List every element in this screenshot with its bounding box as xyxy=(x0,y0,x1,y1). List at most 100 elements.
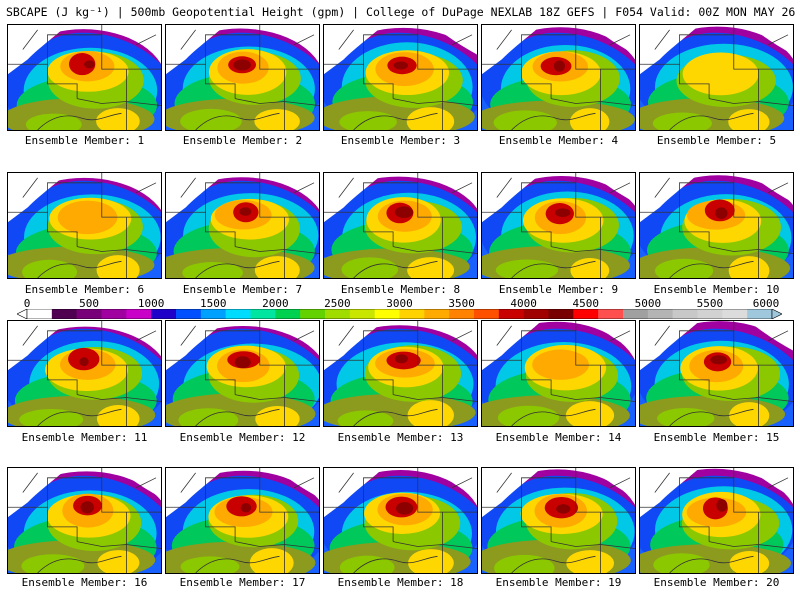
ensemble-member-map xyxy=(323,320,478,427)
ensemble-member-map xyxy=(7,467,162,574)
ensemble-member-caption: Ensemble Member: 18 xyxy=(337,576,464,589)
colorbar-segment xyxy=(647,309,673,319)
sbcape-field-map xyxy=(8,173,161,278)
sbcape-field-map xyxy=(166,321,319,426)
ensemble-member-caption: Ensemble Member: 11 xyxy=(21,431,148,444)
colorbar-tick-label: 2500 xyxy=(324,297,351,310)
sbcape-field-map xyxy=(8,25,161,130)
colorbar-segment xyxy=(424,309,450,319)
colorbar-segment xyxy=(176,309,202,319)
ensemble-member-caption: Ensemble Member: 6 xyxy=(24,283,145,296)
ensemble-member-caption: Ensemble Member: 1 xyxy=(24,134,145,147)
ensemble-member-map xyxy=(639,467,794,574)
colorbar-segment xyxy=(101,309,127,319)
sbcape-field-map xyxy=(640,25,793,130)
ensemble-member-caption: Ensemble Member: 2 xyxy=(182,134,303,147)
ensemble-member-caption: Ensemble Member: 7 xyxy=(182,283,303,296)
colorbar-segment xyxy=(250,309,276,319)
ensemble-member-map xyxy=(7,320,162,427)
ensemble-member-caption: Ensemble Member: 8 xyxy=(340,283,461,296)
sbcape-field-map xyxy=(482,25,635,130)
ensemble-member-map xyxy=(323,24,478,131)
colorbar-right-arrow xyxy=(771,309,782,319)
ensemble-member-caption: Ensemble Member: 19 xyxy=(495,576,622,589)
page-title: SBCAPE (J kg⁻¹) | 500mb Geopotential Hei… xyxy=(6,5,800,19)
ensemble-member-caption: Ensemble Member: 5 xyxy=(656,134,777,147)
colorbar-segment xyxy=(374,309,400,319)
colorbar-segment xyxy=(449,309,475,319)
colorbar-tick-label: 3000 xyxy=(386,297,413,310)
ensemble-member-caption: Ensemble Member: 12 xyxy=(179,431,306,444)
colorbar-segment xyxy=(573,309,599,319)
colorbar-tick-label: 1000 xyxy=(137,297,165,310)
ensemble-member-map xyxy=(323,467,478,574)
ensemble-member-map xyxy=(481,467,636,574)
sbcape-field-map xyxy=(640,468,793,573)
ensemble-member-map xyxy=(165,24,320,131)
colorbar-segment xyxy=(474,309,500,319)
colorbar-segment xyxy=(200,309,226,319)
colorbar-segment xyxy=(325,309,351,319)
ensemble-member-map xyxy=(7,24,162,131)
ensemble-member-caption: Ensemble Member: 14 xyxy=(495,431,622,444)
colorbar-segment xyxy=(225,309,251,319)
ensemble-member-caption: Ensemble Member: 16 xyxy=(21,576,148,589)
ensemble-member-caption: Ensemble Member: 17 xyxy=(179,576,306,589)
colorbar-segment xyxy=(27,309,53,319)
sbcape-field-map xyxy=(482,173,635,278)
sbcape-field-map xyxy=(482,321,635,426)
ensemble-member-map xyxy=(165,172,320,279)
sbcape-field-map xyxy=(324,468,477,573)
ensemble-member-caption: Ensemble Member: 4 xyxy=(498,134,619,147)
colorbar-tick-label: 5500 xyxy=(696,297,724,310)
colorbar-segment xyxy=(51,309,77,319)
colorbar-tick-label: 1500 xyxy=(200,297,227,310)
ensemble-member-map xyxy=(639,320,794,427)
colorbar-segment xyxy=(126,309,152,319)
sbcape-field-map xyxy=(482,468,635,573)
ensemble-member-map xyxy=(7,172,162,279)
colorbar-tick-label: 3500 xyxy=(448,297,475,310)
colorbar-tick-label: 6000 xyxy=(752,297,780,310)
colorbar-segment xyxy=(548,309,574,319)
ensemble-member-map xyxy=(639,24,794,131)
colorbar-tick-label: 4500 xyxy=(572,297,600,310)
ensemble-member-map xyxy=(165,320,320,427)
colorbar-left-arrow xyxy=(17,309,28,319)
colorbar-segment xyxy=(151,309,177,319)
colorbar-tick-label: 5000 xyxy=(634,297,662,310)
ensemble-member-caption: Ensemble Member: 15 xyxy=(653,431,780,444)
sbcape-field-map xyxy=(640,321,793,426)
colorbar-segment xyxy=(523,309,549,319)
colorbar-tick-label: 500 xyxy=(79,297,100,310)
ensemble-member-map xyxy=(481,24,636,131)
colorbar-segment xyxy=(598,309,624,319)
colorbar-segment xyxy=(672,309,698,319)
ensemble-member-caption: Ensemble Member: 9 xyxy=(498,283,619,296)
ensemble-member-map xyxy=(323,172,478,279)
colorbar-tick-label: 0 xyxy=(23,297,31,310)
colorbar-segment xyxy=(697,309,723,319)
sbcape-field-map xyxy=(324,321,477,426)
ensemble-member-map xyxy=(481,172,636,279)
ensemble-member-caption: Ensemble Member: 13 xyxy=(337,431,464,444)
colorbar-tick-label: 4000 xyxy=(510,297,537,310)
ensemble-member-caption: Ensemble Member: 3 xyxy=(340,134,461,147)
sbcape-field-map xyxy=(8,321,161,426)
sbcape-field-map xyxy=(166,25,319,130)
colorbar-segment xyxy=(300,309,326,319)
ensemble-member-map xyxy=(481,320,636,427)
sbcape-field-map xyxy=(324,25,477,130)
sbcape-field-map xyxy=(166,173,319,278)
colorbar-segment xyxy=(399,309,425,319)
colorbar-segment xyxy=(275,309,301,319)
ensemble-member-caption: Ensemble Member: 20 xyxy=(653,576,780,589)
colorbar-segment xyxy=(747,309,773,319)
colorbar-segment xyxy=(722,309,748,319)
colorbar-segment xyxy=(349,309,375,319)
sbcape-field-map xyxy=(166,468,319,573)
ensemble-member-caption: Ensemble Member: 10 xyxy=(653,283,780,296)
sbcape-field-map xyxy=(8,468,161,573)
colorbar-tick-label: 2000 xyxy=(262,297,289,310)
sbcape-colorbar xyxy=(17,309,782,319)
